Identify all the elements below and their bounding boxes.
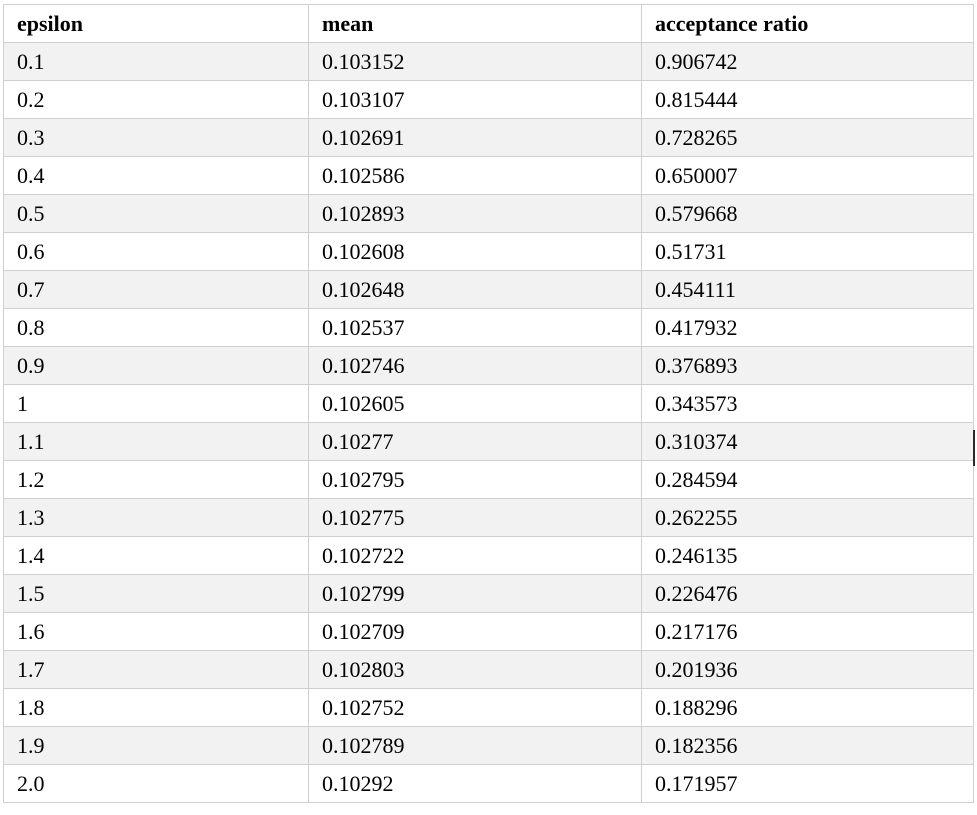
cell-acceptance-ratio: 0.376893 bbox=[641, 346, 974, 385]
table-row: 1.2 0.102795 0.284594 bbox=[3, 460, 974, 499]
cell-acceptance-ratio: 0.343573 bbox=[641, 384, 974, 423]
table-row: 0.5 0.102893 0.579668 bbox=[3, 194, 974, 233]
results-table-container: epsilon mean acceptance ratio 0.1 0.10315… bbox=[3, 4, 974, 803]
cell-mean: 0.102752 bbox=[308, 688, 642, 727]
cell-acceptance-ratio: 0.454111 bbox=[641, 270, 974, 309]
cell-acceptance-ratio: 0.650007 bbox=[641, 156, 974, 195]
cell-epsilon: 0.4 bbox=[3, 156, 309, 195]
cell-mean: 0.102795 bbox=[308, 460, 642, 499]
cell-mean: 0.102586 bbox=[308, 156, 642, 195]
table-row: 0.2 0.103107 0.815444 bbox=[3, 80, 974, 119]
cell-epsilon: 1.1 bbox=[3, 422, 309, 461]
cell-epsilon: 1.5 bbox=[3, 574, 309, 613]
cell-epsilon: 0.3 bbox=[3, 118, 309, 157]
cell-mean: 0.102746 bbox=[308, 346, 642, 385]
table-row: 1.7 0.102803 0.201936 bbox=[3, 650, 974, 689]
cell-mean: 0.102608 bbox=[308, 232, 642, 271]
table-row: 0.9 0.102746 0.376893 bbox=[3, 346, 974, 385]
text-cursor-marker bbox=[973, 430, 975, 466]
cell-acceptance-ratio: 0.815444 bbox=[641, 80, 974, 119]
cell-acceptance-ratio: 0.246135 bbox=[641, 536, 974, 575]
cell-acceptance-ratio: 0.188296 bbox=[641, 688, 974, 727]
results-table: epsilon mean acceptance ratio 0.1 0.10315… bbox=[3, 4, 974, 803]
cell-mean: 0.102789 bbox=[308, 726, 642, 765]
cell-mean: 0.102893 bbox=[308, 194, 642, 233]
cell-mean: 0.102537 bbox=[308, 308, 642, 347]
cell-epsilon: 0.1 bbox=[3, 42, 309, 81]
cell-epsilon: 1.6 bbox=[3, 612, 309, 651]
header-row: epsilon mean acceptance ratio bbox=[3, 4, 974, 43]
table-row: 1.6 0.102709 0.217176 bbox=[3, 612, 974, 651]
cell-epsilon: 1.2 bbox=[3, 460, 309, 499]
cell-acceptance-ratio: 0.728265 bbox=[641, 118, 974, 157]
table-row: 1.5 0.102799 0.226476 bbox=[3, 574, 974, 613]
cell-mean: 0.102709 bbox=[308, 612, 642, 651]
cell-acceptance-ratio: 0.201936 bbox=[641, 650, 974, 689]
cell-mean: 0.10292 bbox=[308, 764, 642, 803]
cell-epsilon: 1 bbox=[3, 384, 309, 423]
cell-epsilon: 0.6 bbox=[3, 232, 309, 271]
table-row: 1.8 0.102752 0.188296 bbox=[3, 688, 974, 727]
table-row: 0.7 0.102648 0.454111 bbox=[3, 270, 974, 309]
table-header: epsilon mean acceptance ratio bbox=[3, 4, 974, 43]
column-header-epsilon: epsilon bbox=[3, 4, 309, 43]
cell-acceptance-ratio: 0.262255 bbox=[641, 498, 974, 537]
table-row: 1.4 0.102722 0.246135 bbox=[3, 536, 974, 575]
cell-epsilon: 0.8 bbox=[3, 308, 309, 347]
table-row: 0.3 0.102691 0.728265 bbox=[3, 118, 974, 157]
cell-acceptance-ratio: 0.579668 bbox=[641, 194, 974, 233]
cell-mean: 0.10277 bbox=[308, 422, 642, 461]
cell-mean: 0.102775 bbox=[308, 498, 642, 537]
cell-epsilon: 0.2 bbox=[3, 80, 309, 119]
table-row: 0.8 0.102537 0.417932 bbox=[3, 308, 974, 347]
cell-epsilon: 1.3 bbox=[3, 498, 309, 537]
cell-mean: 0.102605 bbox=[308, 384, 642, 423]
table-row: 1.9 0.102789 0.182356 bbox=[3, 726, 974, 765]
cell-epsilon: 0.5 bbox=[3, 194, 309, 233]
cell-mean: 0.102799 bbox=[308, 574, 642, 613]
cell-mean: 0.102803 bbox=[308, 650, 642, 689]
table-row: 1.3 0.102775 0.262255 bbox=[3, 498, 974, 537]
cell-epsilon: 0.7 bbox=[3, 270, 309, 309]
table-row: 2.0 0.10292 0.171957 bbox=[3, 764, 974, 803]
cell-mean: 0.102648 bbox=[308, 270, 642, 309]
cell-epsilon: 1.8 bbox=[3, 688, 309, 727]
cell-acceptance-ratio: 0.51731 bbox=[641, 232, 974, 271]
table-row: 1 0.102605 0.343573 bbox=[3, 384, 974, 423]
cell-acceptance-ratio: 0.906742 bbox=[641, 42, 974, 81]
cell-epsilon: 1.7 bbox=[3, 650, 309, 689]
table-row: 0.6 0.102608 0.51731 bbox=[3, 232, 974, 271]
cell-acceptance-ratio: 0.182356 bbox=[641, 726, 974, 765]
cell-acceptance-ratio: 0.226476 bbox=[641, 574, 974, 613]
cell-mean: 0.103152 bbox=[308, 42, 642, 81]
cell-mean: 0.102722 bbox=[308, 536, 642, 575]
cell-acceptance-ratio: 0.284594 bbox=[641, 460, 974, 499]
cell-epsilon: 1.4 bbox=[3, 536, 309, 575]
table-body: 0.1 0.103152 0.906742 0.2 0.103107 0.815444 0.… bbox=[3, 42, 974, 803]
cell-epsilon: 0.9 bbox=[3, 346, 309, 385]
table-row: 0.1 0.103152 0.906742 bbox=[3, 42, 974, 81]
cell-mean: 0.103107 bbox=[308, 80, 642, 119]
cell-epsilon: 2.0 bbox=[3, 764, 309, 803]
table-row: 1.1 0.10277 0.310374 bbox=[3, 422, 974, 461]
cell-acceptance-ratio: 0.417932 bbox=[641, 308, 974, 347]
table-row: 0.4 0.102586 0.650007 bbox=[3, 156, 974, 195]
cell-acceptance-ratio: 0.310374 bbox=[641, 422, 974, 461]
cell-epsilon: 1.9 bbox=[3, 726, 309, 765]
column-header-mean: mean bbox=[308, 4, 642, 43]
cell-mean: 0.102691 bbox=[308, 118, 642, 157]
cell-acceptance-ratio: 0.217176 bbox=[641, 612, 974, 651]
cell-acceptance-ratio: 0.171957 bbox=[641, 764, 974, 803]
column-header-acceptance-ratio: acceptance ratio bbox=[641, 4, 974, 43]
